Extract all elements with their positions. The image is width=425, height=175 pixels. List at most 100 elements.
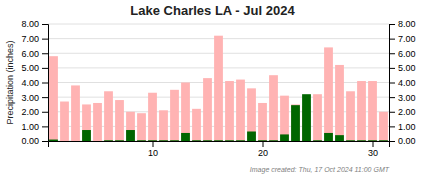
tick-mark [42,112,48,113]
bars [49,36,388,141]
tick-mark [389,24,395,25]
tick-mark [389,141,395,142]
tick: 2.00 [21,107,48,117]
bar [269,140,278,141]
bar [258,103,267,141]
bar [247,131,256,141]
bar [313,94,322,141]
bar [203,78,212,141]
bar [170,90,179,141]
tick-label: 7.00 [21,34,39,44]
tick-label: 3.00 [21,93,39,103]
bar-series [49,94,388,141]
bar [357,81,366,141]
tick-mark [42,39,48,40]
tick-label: 4.00 [21,78,39,88]
tick-label: 2.00 [21,107,39,117]
bar [82,104,91,141]
tick: 0.00 [389,136,416,146]
bar [280,96,289,141]
bar [115,100,124,141]
y-axis-title: Precipitation (inches) [5,40,15,124]
tick-label: 1.00 [21,122,39,132]
tick-label: 10 [148,148,158,158]
axis-line [49,142,390,148]
bar [126,112,135,141]
tick-mark [42,83,48,84]
bar [236,80,245,141]
tick-mark [389,97,395,98]
tick-label: 8.00 [398,19,416,29]
bar-series [49,36,388,141]
tick-label: 5.00 [21,63,39,73]
tick: 7.00 [21,34,48,44]
bar [159,140,168,141]
bar [346,91,355,141]
bar [379,112,388,141]
y2-axis: 0.001.002.003.004.005.006.007.008.00 [389,19,416,146]
tick: 6.00 [21,49,48,59]
bar [214,140,223,141]
y-axis: 0.00 1.00 2.00 3.00 4.00 5.00 6.00 7.00 8.00 [21,19,48,146]
bar [280,134,289,141]
tick-label: 2.00 [398,107,416,117]
bar [181,83,190,142]
footnote: Image created: Thu, 17 Oct 2024 11:00 GM… [250,166,390,174]
tick: 6.00 [389,49,416,59]
tick: 0.00 [21,136,48,146]
bar [357,140,366,141]
tick: 8.00 [21,19,48,29]
tick-mark [263,141,264,147]
bar [225,81,234,141]
tick-label: 20 [258,148,268,158]
bar [214,36,223,141]
tick-mark [389,126,395,127]
chart-container: 10 20 30 0.00 1.00 2.00 3.00 4.00 5.00 6.00 7.00 8.… [0,0,425,175]
tick-label: 6.00 [398,49,416,59]
bar [368,81,377,141]
tick-label: 0.00 [398,136,416,146]
bar [104,140,113,141]
bar [302,94,311,141]
bar [82,130,91,141]
bar [137,140,146,141]
bar [324,133,333,141]
tick-mark [153,141,154,147]
tick: 10 [148,141,158,158]
tick: 1.00 [21,122,48,132]
bar [236,140,245,141]
bar [181,133,190,141]
tick-mark [389,53,395,54]
tick: 30 [368,141,378,158]
bar [335,135,344,141]
bar [148,140,157,141]
tick-mark [42,24,48,25]
bar [291,104,300,141]
tick: 1.00 [389,122,416,132]
bar [247,88,256,141]
tick: 5.00 [389,63,416,73]
tick-mark [373,141,374,147]
tick-label: 1.00 [398,122,416,132]
bar [71,85,80,141]
tick: 20 [258,141,268,158]
tick-mark [42,53,48,54]
bar [258,140,267,141]
tick-mark [42,126,48,127]
bar [203,140,212,141]
bar [368,140,377,141]
tick: 4.00 [21,78,48,88]
bar [335,65,344,141]
bar [291,105,300,141]
title: Lake Charles LA - Jul 2024 [130,3,295,18]
bar [225,140,234,141]
bar [324,47,333,141]
plot: 10 20 30 0.00 1.00 2.00 3.00 4.00 5.00 6.00 7.00 8.… [21,19,415,158]
tick-label: 7.00 [398,34,416,44]
x-axis: 10 20 30 [49,141,390,158]
tick-mark [42,141,48,142]
bar [93,141,102,142]
bar [313,140,322,141]
bar [71,141,80,142]
tick-mark [389,112,395,113]
